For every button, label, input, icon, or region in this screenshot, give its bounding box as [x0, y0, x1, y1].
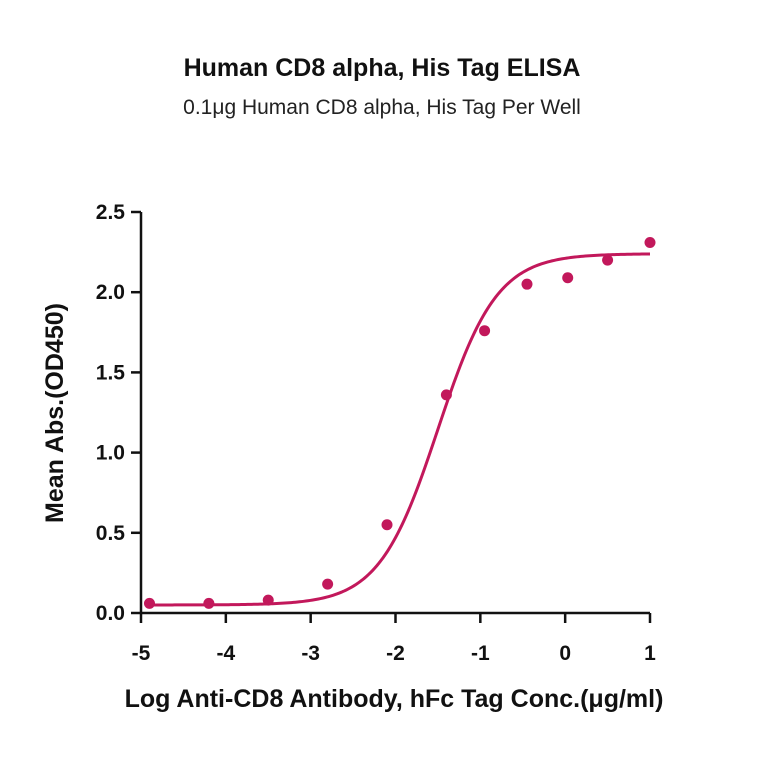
data-point — [521, 278, 533, 290]
y-tick-label: 0.0 — [96, 602, 125, 625]
data-point — [644, 236, 656, 248]
x-tick-label: -4 — [216, 642, 235, 665]
x-tick-label: -3 — [301, 642, 320, 665]
data-point — [562, 272, 574, 284]
y-tick-label: 1.0 — [96, 442, 125, 465]
data-point — [203, 597, 215, 609]
data-point — [143, 597, 155, 609]
y-tick-label: 2.0 — [96, 281, 125, 304]
axes — [139, 212, 650, 615]
data-point — [602, 254, 614, 266]
y-axis-ticks: 0.0 0.5 1.0 1.5 2.0 2.5 — [96, 201, 141, 625]
x-tick-label: 0 — [559, 642, 571, 665]
x-tick-label: 1 — [644, 642, 656, 665]
data-point — [322, 578, 334, 590]
x-tick-label: -5 — [132, 642, 151, 665]
data-point — [381, 519, 393, 531]
y-tick-label: 0.5 — [96, 522, 126, 545]
y-axis-title: Mean Abs.(OD450) — [41, 303, 69, 523]
chart-title: Human CD8 alpha, His Tag ELISA — [183, 54, 581, 82]
data-points — [143, 236, 656, 609]
data-point — [262, 594, 274, 606]
y-tick-label: 1.5 — [96, 361, 126, 384]
x-axis-ticks: -5 -4 -3 -2 -1 0 1 — [132, 613, 656, 665]
x-tick-label: -2 — [386, 642, 405, 665]
fit-curve — [149, 252, 651, 607]
chart-subtitle: 0.1μg Human CD8 alpha, His Tag Per Well — [183, 96, 581, 119]
fit-curve-layer — [149, 252, 651, 607]
x-tick-label: -1 — [471, 642, 490, 665]
data-point — [440, 389, 452, 401]
y-tick-label: 2.5 — [96, 201, 126, 224]
x-axis-title: Log Anti-CD8 Antibody, hFc Tag Conc.(μg/… — [125, 685, 664, 713]
data-point — [479, 325, 491, 337]
